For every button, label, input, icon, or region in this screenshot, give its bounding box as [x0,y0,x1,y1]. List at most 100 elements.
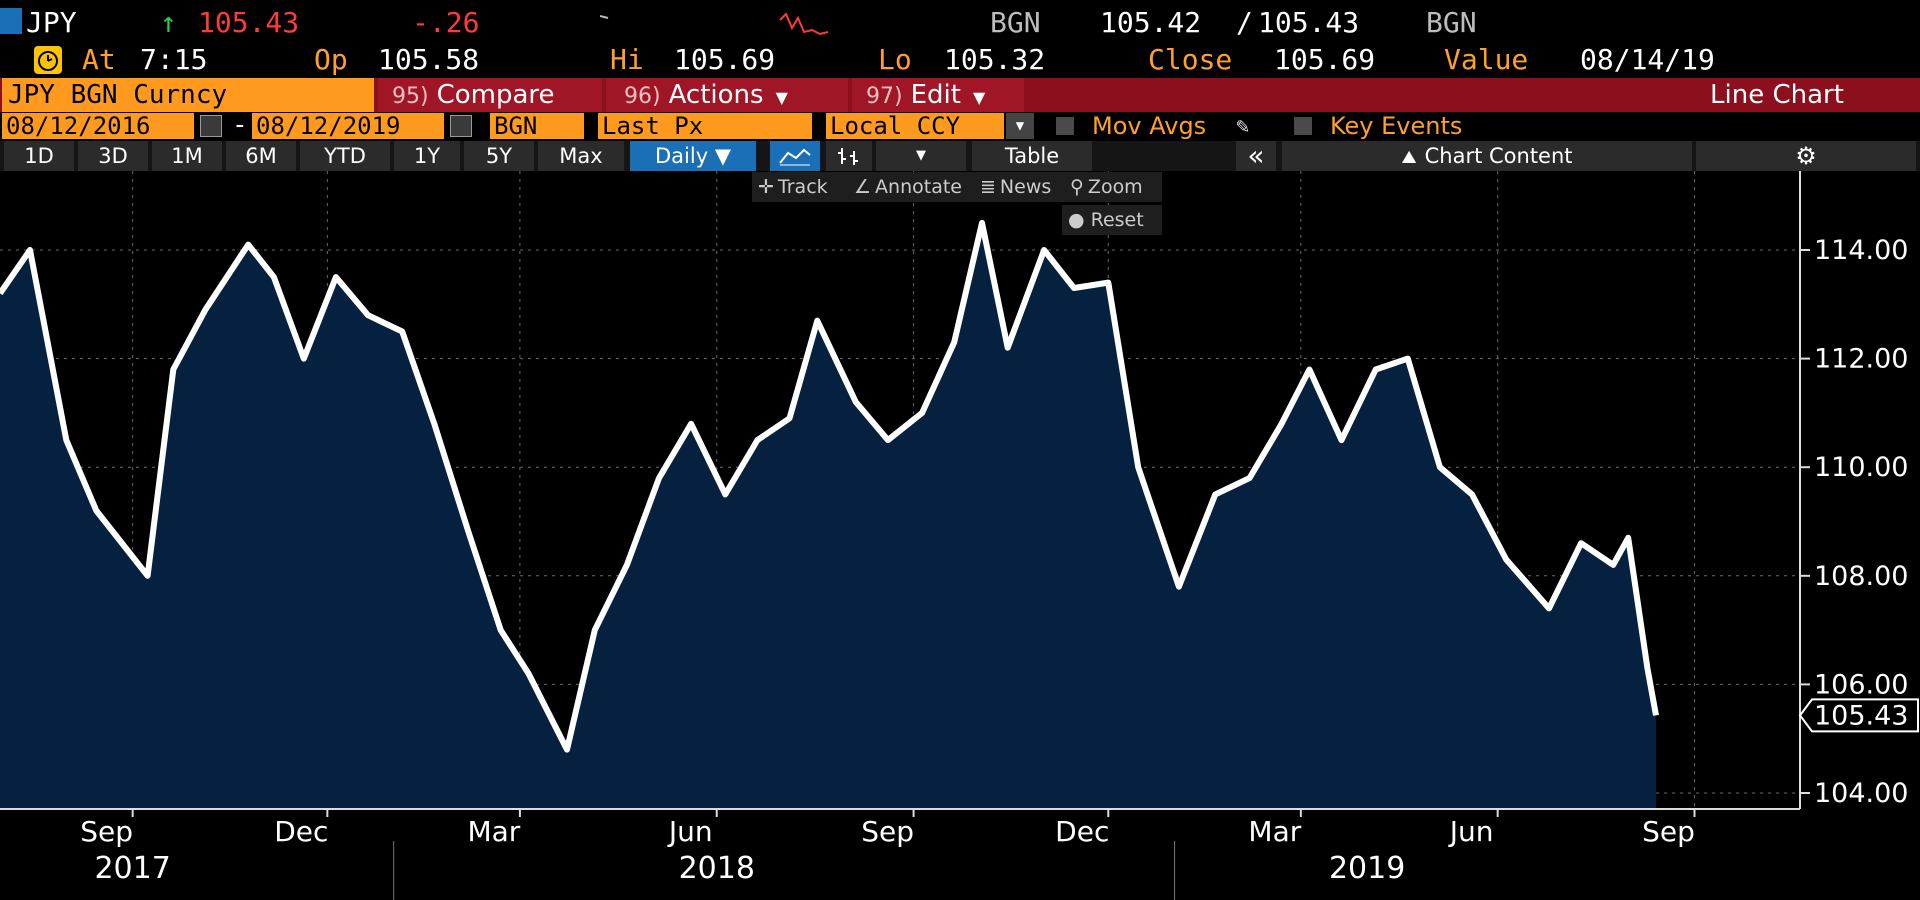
open-label: Op [314,43,348,76]
zoom-icon: ⚲ [1070,176,1084,198]
y-tick-label: 112.00 [1814,344,1908,375]
table-button[interactable]: Table [972,141,1092,171]
edit-dropdown-icon: ▼ [972,88,986,107]
end-date-field[interactable]: 08/12/2019 [252,113,444,139]
pencil-icon[interactable]: ✎ [1236,114,1250,139]
mov-avgs-checkbox[interactable] [1056,117,1074,135]
price-chart[interactable]: 104.00 106.00 108.00 110.00 112.00 114.00 105.… [0,171,1920,900]
actions-label: Actions [668,80,764,110]
x-tick-label: Sep [861,815,914,848]
x-tick-label: Jun [667,815,713,848]
track-button[interactable]: ✛ Track [752,172,850,202]
last-price: 105.43 [198,6,300,39]
alert-clock-icon[interactable] [34,46,62,74]
range-5y[interactable]: 5Y [464,141,534,171]
settings-gear-icon[interactable]: ⚙ [1696,141,1916,171]
security-color-tag [0,8,22,34]
at-label: At [82,43,116,76]
chart-content-button[interactable]: ⛰ Chart Content [1282,141,1692,171]
start-calendar-icon[interactable] [200,115,222,137]
source-field[interactable]: BGN [490,113,584,139]
line-chart-icon[interactable] [770,141,820,171]
range-6m[interactable]: 6M [226,141,296,171]
start-date-field[interactable]: 08/12/2016 [2,113,194,139]
news-button[interactable]: ≣ News [974,172,1066,202]
bid-ask-separator: / [1236,6,1253,39]
bar-chart-icon[interactable] [826,141,872,171]
close-price: 105.69 [1274,43,1376,76]
close-label: Close [1148,43,1233,76]
ticker: JPY [26,6,77,39]
reset-label: Reset [1090,209,1144,231]
actions-number: 96) [624,84,661,109]
crosshair-icon: ✛ [758,176,774,198]
last-price-label: 105.43 [1814,700,1908,731]
reset-icon: ● [1068,209,1085,231]
compare-label: Compare [436,80,555,110]
value-label: Value [1444,43,1529,76]
x-tick-label: Jun [1448,815,1494,848]
high-price: 105.69 [674,43,776,76]
key-events-label: Key Events [1330,112,1463,140]
ask-source: BGN [1426,6,1477,39]
year-label: 2017 [94,851,170,886]
low-price: 105.32 [944,43,1046,76]
x-tick-label: Mar [1248,815,1301,848]
field-selector[interactable]: Last Px [598,113,812,139]
news-label: News [999,176,1052,198]
range-max[interactable]: Max [538,141,624,171]
ask-price: 105.43 [1258,6,1360,39]
news-icon: ≣ [980,176,996,198]
x-tick-label: Sep [1642,815,1695,848]
high-label: Hi [610,43,644,76]
chart-style-dropdown-icon[interactable]: ▼ [876,141,966,171]
actions-button[interactable]: 96) Actions ▼ [606,78,848,112]
y-tick-label: 104.00 [1814,778,1908,809]
mov-avgs-label: Mov Avgs [1092,112,1207,140]
annotate-label: Annotate [875,176,962,198]
end-calendar-icon[interactable] [450,115,472,137]
range-1d[interactable]: 1D [4,141,74,171]
range-1m[interactable]: 1M [152,141,222,171]
chart-type-title: Line Chart [1710,80,1844,110]
year-label: 2019 [1329,851,1405,886]
y-tick-label: 110.00 [1814,452,1908,483]
price-line [0,219,1659,753]
year-label: 2018 [679,851,755,886]
edit-number: 97) [866,84,903,109]
last-price-marker [1798,698,1919,733]
reset-button[interactable]: ● Reset [1062,205,1162,235]
zoom-button[interactable]: ⚲ Zoom [1064,172,1162,202]
period-selector[interactable]: Daily ▼ [630,141,756,171]
bid-source: BGN [990,6,1041,39]
y-tick-label: 114.00 [1814,235,1908,266]
sparkline-icon [599,10,850,40]
range-1y[interactable]: 1Y [394,141,460,171]
compare-number: 95) [392,84,429,109]
date-range-dash: - [232,110,248,140]
open-price: 105.58 [378,43,480,76]
annotate-icon: ∠ [854,176,872,198]
value-date: 08/14/19 [1580,43,1715,76]
range-3d[interactable]: 3D [78,141,148,171]
up-arrow-icon: ↑ [160,6,177,39]
security-field[interactable]: JPY BGN Curncy [2,78,374,112]
security-label: JPY BGN Curncy [8,80,228,110]
x-tick-label: Sep [80,815,133,848]
range-ytd[interactable]: YTD [300,141,390,171]
currency-selector[interactable]: Local CCY [826,113,1004,139]
y-tick-label: 106.00 [1814,669,1908,700]
chart-content-label: Chart Content [1424,144,1573,168]
x-tick-label: Mar [467,815,520,848]
low-label: Lo [878,43,912,76]
annotate-button[interactable]: ∠ Annotate [848,172,980,202]
zoom-label: Zoom [1087,176,1143,198]
price-change: -.26 [412,6,480,39]
edit-button[interactable]: 97) Edit ▼ [852,78,1024,112]
key-events-checkbox[interactable] [1294,117,1312,135]
x-tick-label: Dec [1055,815,1109,848]
edit-label: Edit [910,80,961,110]
collapse-icon[interactable]: « [1236,141,1276,171]
currency-dropdown-icon[interactable]: ▼ [1006,113,1034,139]
compare-button[interactable]: 95) Compare [378,78,602,112]
